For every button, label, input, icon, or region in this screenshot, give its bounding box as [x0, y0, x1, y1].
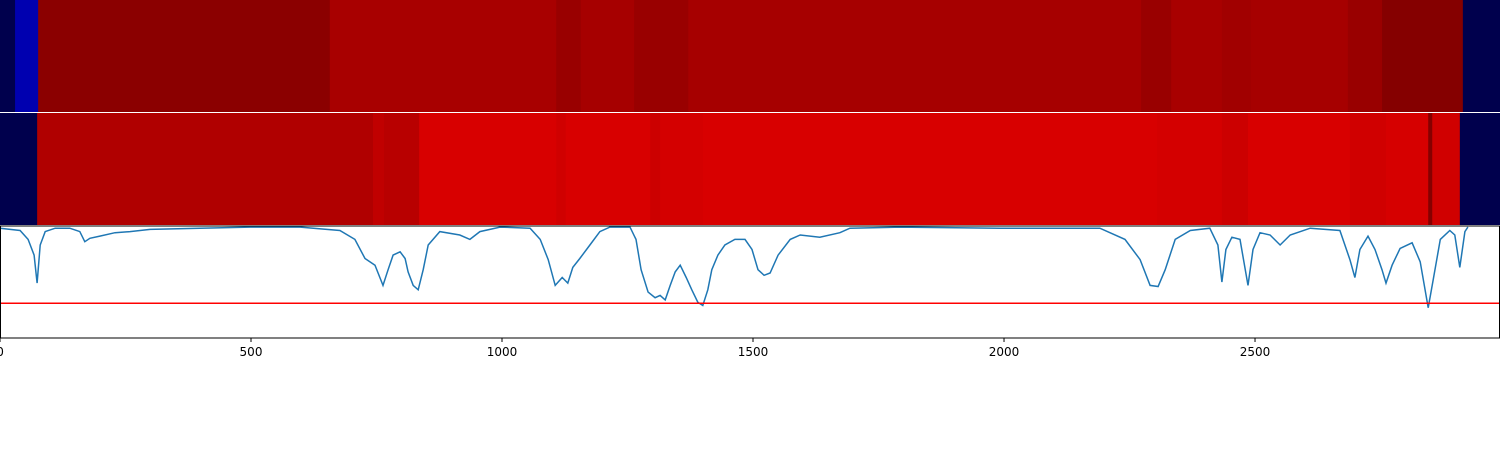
heatmap-cell: [688, 0, 1142, 112]
heatmap-cell: [1171, 0, 1223, 112]
x-tick-label: 2500: [1240, 345, 1271, 359]
heatmap-cell: [1141, 0, 1172, 112]
heatmap-cell: [1428, 113, 1433, 225]
heatmap-cell: [372, 113, 385, 225]
heatmap-cell: [702, 113, 1158, 225]
heatmap-cell: [634, 0, 689, 112]
heatmap-cell: [419, 113, 557, 225]
heatmap-cell: [1386, 113, 1429, 225]
x-tick-label: 0: [0, 345, 4, 359]
heatmap-cell: [1157, 113, 1223, 225]
x-tick-label: 1500: [738, 345, 769, 359]
heatmap-cell: [38, 0, 331, 112]
heatmap-cell: [37, 113, 374, 225]
heatmap-cell: [1347, 0, 1383, 112]
heatmap-cell: [1247, 113, 1351, 225]
heatmap-cell: [565, 113, 651, 225]
heatmap-cell: [0, 113, 38, 225]
heatmap-cell: [1462, 0, 1500, 112]
heatmap-cell: [0, 0, 16, 112]
heatmap-cell: [1251, 0, 1349, 112]
heatmap-cell: [556, 113, 567, 225]
heatmap-cell: [556, 0, 582, 112]
heatmap-cell: [1432, 113, 1461, 225]
heatmap-cell: [580, 0, 635, 112]
heatmap-cell: [660, 113, 704, 225]
heatmap-cell: [1221, 113, 1249, 225]
heatmap-cell: [1221, 0, 1252, 112]
series-line: [0, 226, 1469, 308]
x-tick-label: 500: [240, 345, 263, 359]
heatmap-cell: [1349, 113, 1387, 225]
heatmap-cell: [1382, 0, 1464, 112]
heatmap-cell: [1459, 113, 1500, 225]
heatmap-cell: [329, 0, 557, 112]
heatmap-cell: [384, 113, 420, 225]
x-tick-label: 2000: [989, 345, 1020, 359]
plot-background: [0, 226, 1500, 338]
x-tick-label: 1000: [487, 345, 518, 359]
heatmap-cell: [15, 0, 39, 112]
heatmap-cell: [650, 113, 661, 225]
